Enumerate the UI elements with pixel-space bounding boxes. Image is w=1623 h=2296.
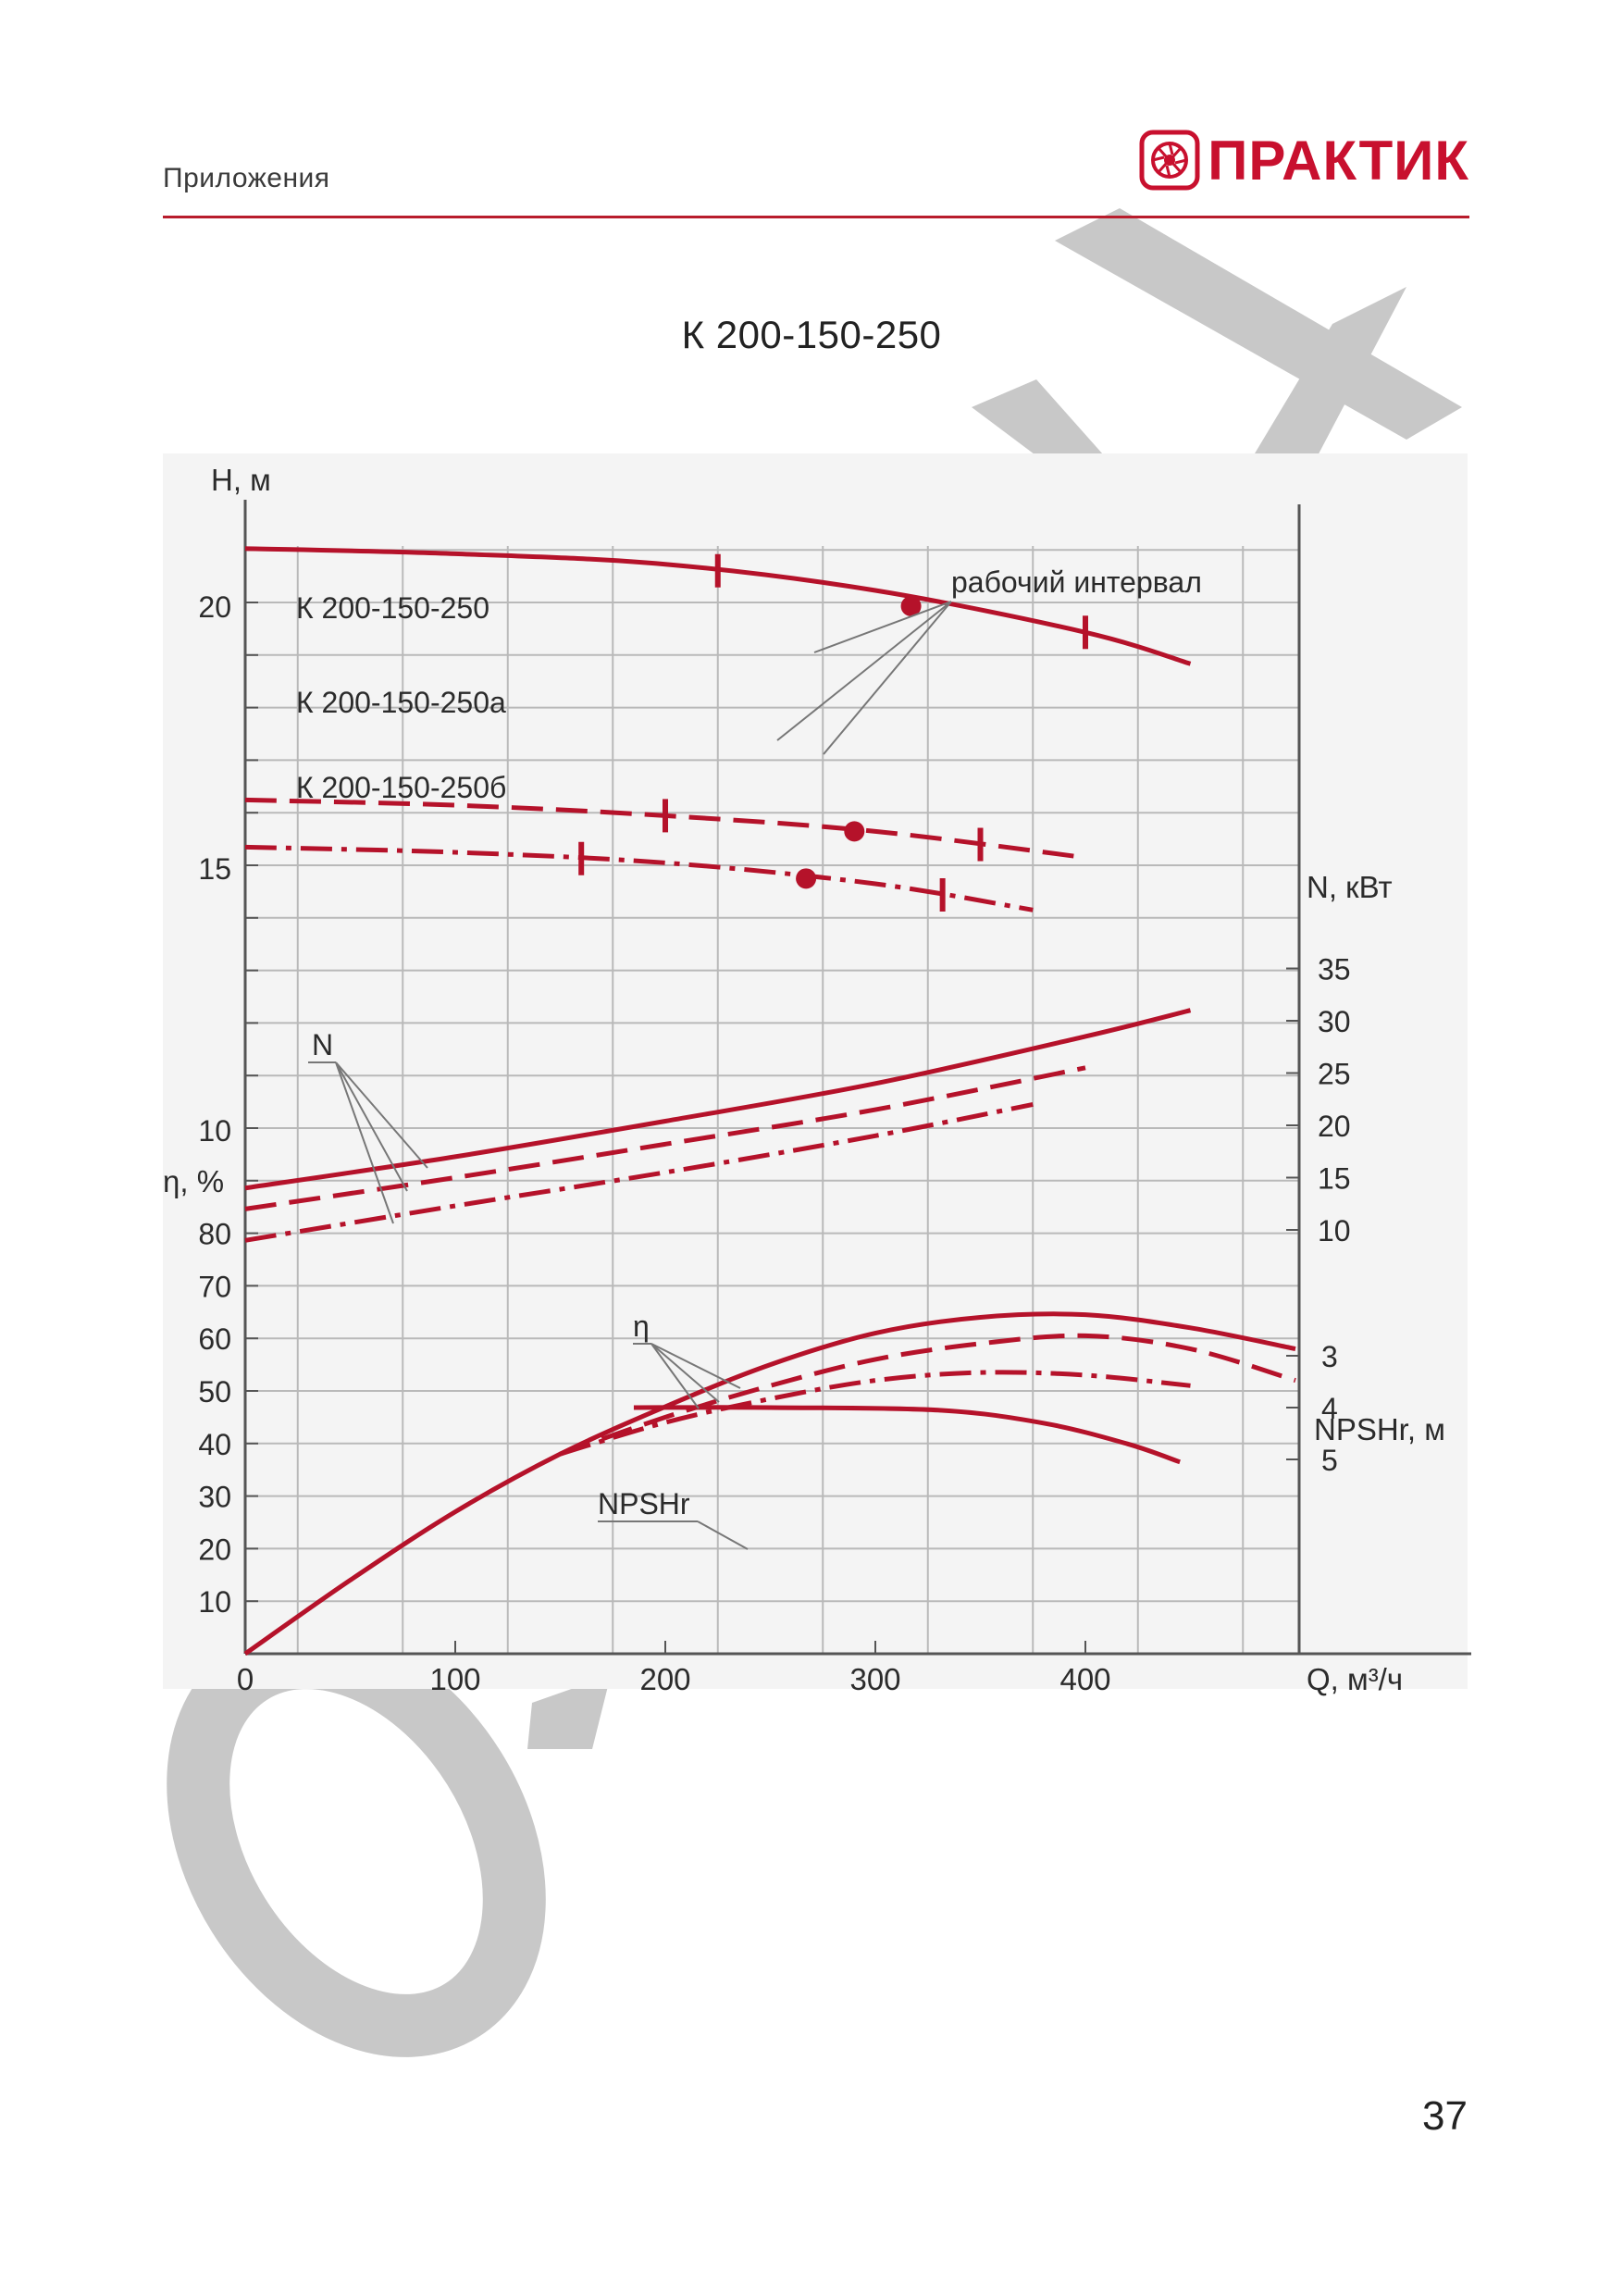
header-divider — [163, 216, 1469, 218]
power-curve-a — [244, 1065, 1086, 1211]
efficiency-tick-label: 70 — [198, 1270, 231, 1303]
annotation-curve-base: К 200-150-250 — [296, 591, 489, 625]
efficiency-tick-label: 10 — [198, 1585, 231, 1619]
leader-line — [335, 1061, 428, 1169]
leader-line — [813, 601, 952, 653]
leader-line — [697, 1520, 749, 1550]
best-efficiency-point — [796, 868, 817, 889]
chart-background — [163, 453, 1468, 1689]
x-tick-label: 400 — [1059, 1662, 1110, 1696]
leader-line — [650, 1343, 700, 1409]
power-tick-label: 25 — [1318, 1058, 1351, 1091]
efficiency-tick-label: 50 — [198, 1375, 231, 1409]
power-tick-label: 10 — [1318, 1214, 1351, 1247]
head-tick-label: 10 — [198, 1114, 231, 1148]
power-tick-label: 30 — [1318, 1005, 1351, 1038]
power-tick-label: 20 — [1318, 1110, 1351, 1143]
npshr-tick-label: 4 — [1321, 1392, 1338, 1425]
annotation-operating-range: рабочий интервал — [951, 565, 1202, 599]
annotation-power: N — [312, 1028, 333, 1061]
head-curve-b — [244, 844, 1034, 912]
x-tick-label: 0 — [237, 1662, 254, 1696]
leader-line — [650, 1343, 741, 1389]
labels: рабочий интервал К 200-150-250 К 200-150-2… — [296, 565, 1202, 1550]
leader-line — [335, 1061, 394, 1224]
brand-logo: ПРАКТИК — [1139, 128, 1469, 192]
power-tick-label: 15 — [1318, 1162, 1351, 1196]
leader-line — [335, 1061, 408, 1192]
pump-logo-icon — [1139, 130, 1200, 191]
power-curve-base — [244, 1008, 1192, 1191]
leader-line — [776, 601, 952, 741]
power-axis-label: N, кВт — [1307, 870, 1393, 904]
page-number: 37 — [1422, 2093, 1468, 2139]
head-axis-label: Н, м — [211, 463, 271, 497]
section-label: Приложения — [163, 163, 330, 193]
power-curve-b — [244, 1101, 1034, 1243]
leader-line — [650, 1343, 720, 1403]
leader-line — [823, 601, 952, 755]
watermark-stroke-upper-2 — [1249, 287, 1406, 463]
watermark-stroke-upper-3 — [972, 379, 1110, 463]
annotation-curve-a: К 200-150-250а — [296, 686, 506, 719]
annotation-efficiency: η — [633, 1309, 650, 1343]
x-tick-label: 100 — [429, 1662, 480, 1696]
markers — [578, 553, 1088, 912]
npshr-curve — [633, 1405, 1181, 1465]
x-axis-label: Q, м³/ч — [1307, 1662, 1403, 1696]
watermark-stroke-lower — [527, 1675, 611, 1749]
best-efficiency-point — [900, 596, 922, 616]
npshr-axis-label: NPSHr, м — [1314, 1412, 1445, 1446]
best-efficiency-point — [844, 821, 865, 842]
power-tick-label: 35 — [1318, 953, 1351, 987]
npshr-tick-label: 5 — [1321, 1444, 1338, 1477]
efficiency-curve-a — [559, 1333, 1296, 1457]
annotation-curve-b: К 200-150-250б — [296, 771, 506, 804]
efficiency-tick-label: 60 — [198, 1322, 231, 1356]
efficiency-tick-label: 30 — [198, 1481, 231, 1514]
head-tick-label: 20 — [198, 590, 231, 624]
efficiency-tick-label: 40 — [198, 1428, 231, 1461]
x-tick-label: 200 — [639, 1662, 690, 1696]
axes: 0 100 200 300 400 Q, м³/ч Н, м 10 15 20 η, % 10 20 30… — [163, 463, 1471, 1696]
efficiency-tick-label: 20 — [198, 1533, 231, 1566]
head-tick-label: 15 — [198, 852, 231, 886]
annotation-npshr: NPSHr — [598, 1487, 690, 1520]
efficiency-axis-label: η, % — [163, 1164, 224, 1198]
npshr-tick-label: 3 — [1321, 1340, 1338, 1373]
brand-name: ПРАКТИК — [1208, 129, 1469, 192]
watermark-stroke-upper — [1055, 208, 1462, 440]
efficiency-curve-base — [243, 1311, 1296, 1657]
chart-title: К 200-150-250 — [681, 313, 942, 356]
efficiency-tick-label: 80 — [198, 1218, 231, 1251]
x-tick-label: 300 — [849, 1662, 900, 1696]
